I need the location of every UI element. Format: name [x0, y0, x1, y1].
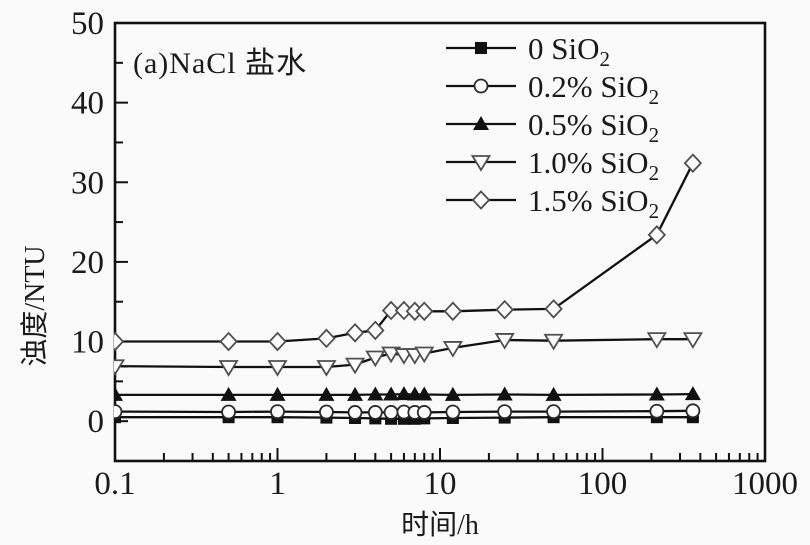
- y-tick-label: 0: [88, 404, 105, 440]
- legend-item-0-2-sio2: 0.2% SiO2: [446, 69, 659, 109]
- plot-annotation: (a)NaCl 盐水: [133, 47, 308, 80]
- circle-marker-icon: [497, 404, 513, 420]
- square-marker-icon: [475, 42, 487, 54]
- legend-label: 1.5% SiO2: [528, 183, 659, 223]
- triangle-down-marker-icon: [267, 360, 288, 377]
- circle-marker-icon: [221, 404, 236, 420]
- circle-marker-icon: [416, 405, 432, 420]
- legend-label: 0.2% SiO2: [528, 69, 659, 109]
- triangle-down-marker-icon: [414, 346, 435, 364]
- triangle-up-marker-icon: [496, 386, 513, 401]
- triangle-down-marker-icon: [543, 333, 564, 351]
- legend-label: 1.0% SiO2: [528, 145, 659, 185]
- circle-marker-icon: [445, 404, 461, 420]
- circle-marker-icon: [367, 405, 383, 420]
- circle-marker-icon: [649, 403, 665, 419]
- circle-marker-icon: [383, 405, 399, 420]
- diamond-marker-icon: [268, 331, 287, 352]
- series-group: [114, 153, 703, 425]
- triangle-down-marker-icon: [494, 333, 515, 350]
- triangle-up-marker-icon: [473, 116, 489, 130]
- triangle-up-marker-icon: [395, 386, 412, 401]
- diamond-marker-icon: [219, 331, 238, 352]
- triangle-up-marker-icon: [416, 386, 433, 401]
- y-tick-label: 50: [71, 6, 104, 42]
- diamond-marker-icon: [317, 328, 336, 349]
- triangle-down-marker-icon: [470, 155, 492, 172]
- series-0-5-sio2: [114, 386, 701, 401]
- triangle-down-marker-icon: [646, 332, 667, 349]
- y-axis-title: 浊度/NTU: [20, 245, 51, 367]
- triangle-down-marker-icon: [114, 359, 126, 376]
- triangle-down-marker-icon: [218, 360, 239, 377]
- x-tick-label: 1: [269, 466, 286, 502]
- triangle-up-marker-icon: [269, 386, 286, 401]
- triangle-up-marker-icon: [220, 386, 237, 401]
- triangle-down-marker-icon: [316, 360, 337, 377]
- y-tick-label: 20: [71, 245, 104, 281]
- triangle-up-marker-icon: [318, 386, 335, 401]
- circle-marker-icon: [270, 404, 285, 420]
- triangle-up-marker-icon: [444, 386, 461, 401]
- x-tick-label: 10: [424, 466, 457, 502]
- diamond-marker-icon: [683, 153, 703, 173]
- triangle-up-marker-icon: [545, 386, 562, 401]
- triangle-down-marker-icon: [380, 346, 402, 364]
- x-axis: 0.1 1 10 100 1000: [94, 448, 798, 502]
- circle-marker-icon: [473, 78, 489, 94]
- y-axis: 0 10 20 30 40 50: [71, 6, 128, 440]
- triangle-down-marker-icon: [365, 350, 386, 368]
- diamond-marker-icon: [345, 322, 365, 343]
- diamond-marker-icon: [114, 331, 125, 352]
- plot-frame: [113, 21, 767, 463]
- triangle-up-marker-icon: [648, 386, 665, 401]
- circle-marker-icon: [114, 404, 123, 420]
- diamond-marker-icon: [471, 190, 491, 210]
- y-tick-label: 40: [71, 86, 104, 122]
- triangle-down-marker-icon: [344, 357, 366, 375]
- series-1-0-sio2: [114, 332, 703, 377]
- legend-label: 0 SiO2: [528, 31, 610, 71]
- y-tick-label: 30: [71, 165, 104, 201]
- circle-marker-icon: [347, 405, 363, 420]
- diamond-marker-icon: [415, 301, 434, 322]
- triangle-down-marker-icon: [442, 341, 463, 358]
- legend-item-1-0-sio2: 1.0% SiO2: [446, 145, 659, 185]
- x-axis-title: 时间/h: [401, 510, 479, 541]
- legend-item-1-5-sio2: 1.5% SiO2: [446, 183, 659, 223]
- triangle-up-marker-icon: [367, 386, 384, 401]
- circle-marker-icon: [319, 404, 334, 420]
- legend-label: 0.5% SiO2: [528, 107, 659, 147]
- triangle-up-marker-icon: [684, 386, 701, 401]
- x-tick-label: 1000: [732, 466, 798, 502]
- diamond-marker-icon: [495, 299, 514, 320]
- triangle-up-marker-icon: [347, 386, 364, 401]
- series-0-2-sio2: [114, 403, 701, 420]
- diamond-marker-icon: [443, 301, 463, 322]
- y-tick-label: 10: [71, 325, 104, 361]
- diamond-marker-icon: [647, 225, 667, 245]
- x-tick-label: 100: [578, 466, 628, 502]
- legend-item-0-sio2: 0 SiO2: [446, 31, 610, 71]
- triangle-down-marker-icon: [682, 332, 703, 349]
- circle-marker-icon: [546, 404, 561, 420]
- diamond-marker-icon: [366, 320, 385, 341]
- circle-marker-icon: [685, 403, 701, 419]
- x-tick-label: 0.1: [94, 466, 135, 502]
- diamond-marker-icon: [381, 300, 401, 321]
- triangle-up-marker-icon: [114, 386, 123, 401]
- legend-item-0-5-sio2: 0.5% SiO2: [446, 107, 659, 147]
- triangle-up-marker-icon: [383, 386, 400, 401]
- diamond-marker-icon: [544, 299, 563, 319]
- series-1-5-sio2: [114, 153, 703, 352]
